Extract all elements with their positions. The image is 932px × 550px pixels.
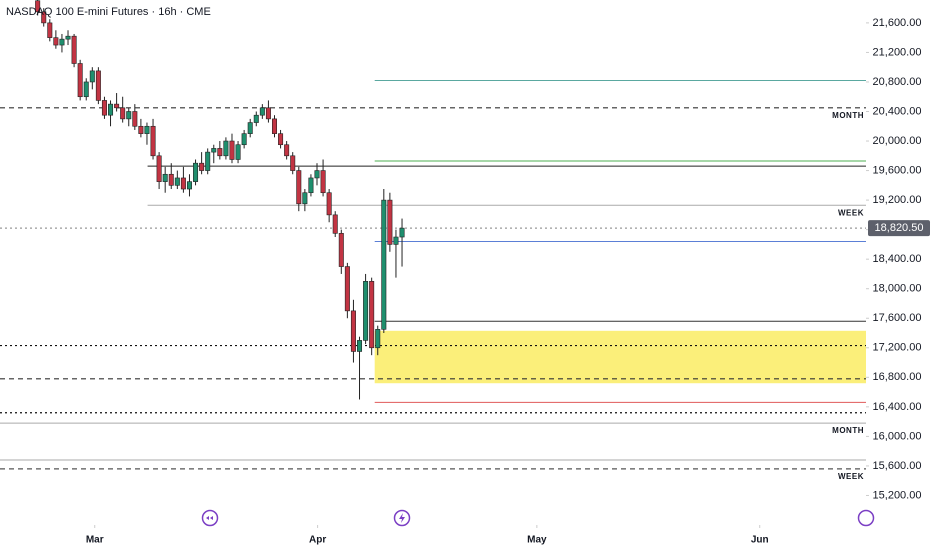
candle-body bbox=[59, 38, 65, 46]
price-tag bbox=[868, 220, 930, 237]
y-tick-label: 17,600.00 bbox=[873, 312, 922, 324]
event-icon[interactable] bbox=[393, 509, 411, 527]
candle-body bbox=[174, 177, 180, 186]
y-tick-label: 15,600.00 bbox=[873, 460, 922, 472]
candle-body bbox=[369, 281, 375, 349]
candle-body bbox=[338, 233, 344, 267]
candle-body bbox=[326, 192, 332, 216]
x-tick-label: May bbox=[527, 535, 547, 546]
candle-body bbox=[77, 63, 83, 98]
candle-body bbox=[168, 173, 174, 186]
candle-body bbox=[186, 181, 192, 190]
y-tick-label: 20,000.00 bbox=[873, 135, 922, 147]
y-tick-label: 15,200.00 bbox=[873, 489, 922, 501]
y-tick-label: 20,400.00 bbox=[873, 105, 922, 117]
candle-body bbox=[71, 35, 77, 64]
y-tick-label: 19,200.00 bbox=[873, 194, 922, 206]
candle-body bbox=[53, 37, 59, 46]
candle-body bbox=[314, 170, 320, 179]
candle-body bbox=[332, 214, 338, 234]
candle-body bbox=[41, 11, 47, 24]
candle-body bbox=[120, 107, 126, 120]
candle-body bbox=[387, 199, 393, 245]
candle-body bbox=[302, 192, 308, 205]
candle-body bbox=[223, 140, 229, 157]
candle-body bbox=[235, 144, 241, 160]
event-icon[interactable] bbox=[201, 509, 219, 527]
candle-body bbox=[89, 70, 95, 83]
candle-body bbox=[265, 107, 271, 120]
level-label: MONTH bbox=[832, 426, 864, 435]
candle-body bbox=[350, 310, 356, 352]
zone bbox=[374, 330, 866, 384]
y-tick-label: 16,400.00 bbox=[873, 401, 922, 413]
candle-body bbox=[138, 125, 144, 134]
candle-body bbox=[35, 0, 41, 13]
candle-body bbox=[344, 266, 350, 312]
plot: MONTH WEEK MONTH WEEK bbox=[0, 0, 866, 481]
candle-body bbox=[180, 177, 186, 190]
candle-body bbox=[101, 100, 107, 116]
candle-body bbox=[253, 114, 259, 123]
price-tag-label: 18,820.50 bbox=[875, 222, 924, 234]
y-tick-label: 21,200.00 bbox=[873, 46, 922, 58]
candle-body bbox=[108, 103, 114, 116]
candle-body bbox=[375, 329, 381, 349]
candle-body bbox=[199, 162, 205, 171]
level-label: MONTH bbox=[832, 111, 864, 120]
candle-body bbox=[290, 155, 296, 171]
y-tick-label: 20,800.00 bbox=[873, 76, 922, 88]
candle-body bbox=[156, 155, 162, 182]
y-tick-label: 18,000.00 bbox=[873, 283, 922, 295]
candle-body bbox=[150, 125, 156, 157]
candle-body bbox=[381, 199, 387, 330]
y-tick-label: 18,400.00 bbox=[873, 253, 922, 265]
candle-body bbox=[284, 144, 290, 157]
x-tick-label: Jun bbox=[751, 535, 769, 546]
event-icon[interactable] bbox=[857, 509, 875, 527]
candle-body bbox=[162, 173, 168, 182]
candle-body bbox=[247, 122, 253, 134]
chart-title: NASDAQ 100 E-mini Futures · 16h · CME bbox=[6, 6, 211, 18]
candle-body bbox=[357, 340, 363, 352]
y-tick-label: 16,800.00 bbox=[873, 371, 922, 383]
candle-body bbox=[132, 111, 138, 127]
x-tick-label: Apr bbox=[309, 535, 326, 546]
candle-body bbox=[83, 81, 89, 98]
y-tick-label: 19,600.00 bbox=[873, 164, 922, 176]
x-tick-label: Mar bbox=[86, 535, 104, 546]
candle-body bbox=[393, 236, 399, 245]
candle-body bbox=[144, 125, 150, 134]
candle-body bbox=[211, 148, 217, 153]
level-label: WEEK bbox=[838, 208, 864, 217]
candle-body bbox=[320, 170, 326, 194]
candle-body bbox=[241, 133, 247, 146]
candle-body bbox=[193, 162, 199, 182]
candle-body bbox=[259, 107, 265, 116]
candle-body bbox=[363, 281, 369, 341]
candle-body bbox=[278, 133, 284, 146]
candle-body bbox=[95, 70, 101, 101]
y-tick-label: 17,200.00 bbox=[873, 342, 922, 354]
candle-body bbox=[126, 111, 132, 120]
candle-body bbox=[205, 151, 211, 171]
candle-body bbox=[399, 227, 405, 238]
candle-body bbox=[217, 148, 223, 157]
candle-body bbox=[308, 177, 314, 194]
candle-body bbox=[47, 22, 53, 38]
candle-body bbox=[271, 118, 277, 134]
y-tick-label: 16,000.00 bbox=[873, 430, 922, 442]
level-label: WEEK bbox=[838, 472, 864, 481]
candle-body bbox=[114, 103, 120, 109]
y-tick-label: 21,600.00 bbox=[873, 17, 922, 29]
candle-body bbox=[65, 35, 71, 40]
candle-body bbox=[229, 140, 235, 160]
candle-body bbox=[296, 170, 302, 205]
